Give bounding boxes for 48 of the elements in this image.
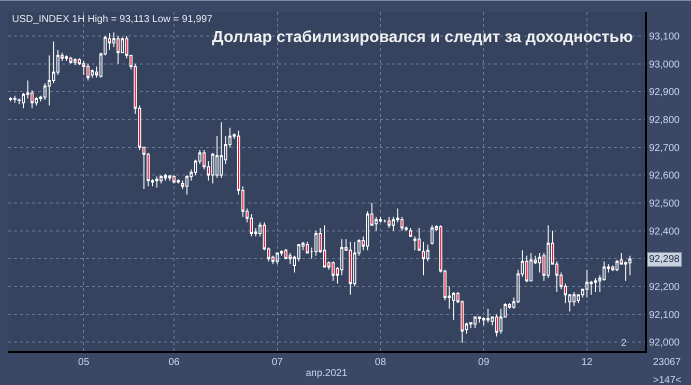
candlestick — [409, 227, 412, 237]
candlestick — [172, 174, 176, 184]
text: 92,298 — [649, 254, 680, 265]
y-tick-label: 92,200 — [649, 282, 680, 293]
y-tick-label: 92,700 — [649, 142, 680, 154]
y-tick-label: 92,000 — [649, 338, 680, 349]
candlestick — [220, 122, 223, 178]
y-tick-label: 92,100 — [649, 310, 680, 321]
chart-subtitle: USD_INDEX 1H High = 93,113 Low = 91,997 — [12, 14, 213, 25]
candlestick — [529, 252, 533, 282]
x-tick-label: 05 — [78, 357, 90, 368]
text: 23067 — [653, 357, 682, 368]
candlestick — [160, 174, 163, 184]
x-axis-title: апр.2021 — [306, 368, 348, 379]
x-tick-label: 06 — [168, 357, 180, 368]
candlestick — [64, 54, 68, 62]
candlestick — [430, 224, 434, 246]
candlestick — [418, 227, 421, 251]
y-tick-label: 92,800 — [649, 114, 680, 126]
candlestick — [86, 63, 90, 81]
candlestick — [13, 95, 16, 104]
y-tick-label: 92,600 — [649, 170, 680, 182]
candlestick — [116, 35, 120, 64]
candlestick — [276, 252, 279, 265]
text: Доллар стабилизировался и следит за доходностью — [212, 29, 634, 46]
annotation: 2 — [621, 338, 627, 349]
candlestick — [168, 174, 172, 182]
candlestick — [474, 316, 477, 329]
x-tick-label: 07 — [272, 357, 284, 368]
candlestick — [155, 176, 158, 188]
candlestick — [422, 241, 426, 276]
candlestick — [594, 278, 598, 292]
candlestick — [314, 230, 318, 256]
y-tick-label: 93,000 — [649, 59, 680, 70]
y-tick-label: 93,100 — [649, 31, 680, 42]
candlestick — [332, 260, 335, 282]
y-tick-label: 92,400 — [649, 226, 680, 238]
text: >147< — [653, 375, 682, 385]
y-tick-label: 92,900 — [649, 87, 680, 98]
candlestick — [348, 241, 352, 296]
candlestick — [486, 308, 490, 324]
candlestick — [388, 216, 391, 228]
x-tick-label: 08 — [374, 357, 386, 368]
y-tick-label: 92,500 — [649, 198, 680, 210]
x-tick-label: 12 — [581, 357, 593, 368]
x-tick-label: 09 — [478, 357, 490, 368]
candlestick — [546, 224, 550, 279]
candlestick — [69, 56, 72, 64]
